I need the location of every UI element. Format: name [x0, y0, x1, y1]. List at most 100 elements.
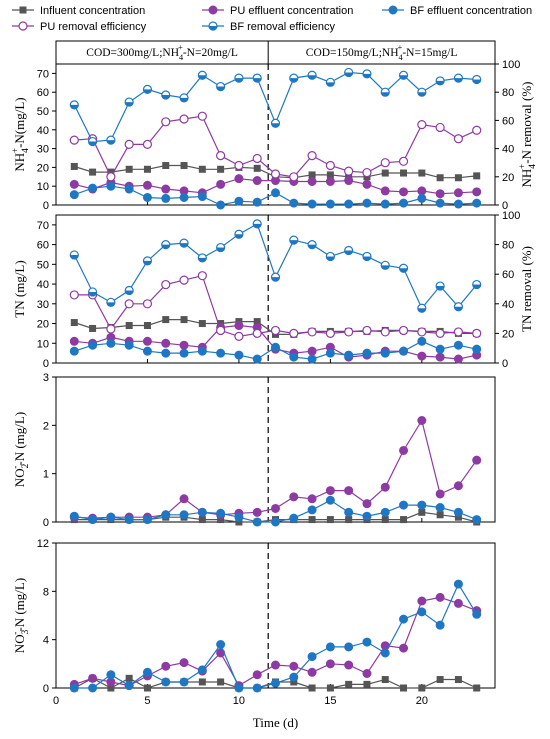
data-point [436, 511, 444, 519]
data-point [344, 199, 354, 209]
data-point [69, 683, 79, 693]
panel-4: 0 4 8 12 0 5 10 15 20 NO3--N (mg/L) [11, 538, 496, 707]
data-point [69, 250, 79, 260]
y-tick-label: 8 [43, 586, 49, 598]
legend-marker [19, 6, 27, 14]
data-point [344, 507, 354, 517]
data-point [380, 260, 390, 270]
legend-label: BF removal efficiency [230, 21, 335, 33]
data-point [453, 134, 464, 144]
data-point [453, 507, 463, 517]
marker-fill [143, 260, 152, 265]
data-point [88, 515, 98, 525]
data-point [325, 199, 335, 209]
data-point [344, 327, 354, 337]
data-point [307, 652, 317, 662]
data-point [161, 184, 171, 194]
data-point [142, 180, 152, 190]
condition-label-phase-1-rest: -N=20mg/L [183, 47, 238, 59]
data-point [270, 169, 281, 179]
data-point [417, 186, 427, 196]
data-point [362, 669, 372, 678]
marker-fill [88, 141, 97, 146]
data-point [418, 684, 426, 692]
data-point [179, 114, 189, 124]
marker-fill [472, 79, 481, 84]
data-point [345, 516, 353, 524]
marker-fill [271, 277, 280, 282]
legend-marker [18, 21, 28, 31]
data-point [399, 500, 409, 510]
data-point [417, 596, 427, 606]
y2-tick-label: 0 [502, 200, 508, 212]
data-point [179, 238, 189, 248]
y2-axis-title-superscript: + [518, 164, 528, 169]
y-tick-label: 70 [37, 68, 49, 80]
data-point [362, 69, 372, 79]
y-axis-title-subscript: 4 [21, 148, 31, 153]
data-point [325, 486, 335, 496]
plot-frame [55, 214, 496, 364]
condition-label-phase-2-subscript: 4 [399, 53, 403, 62]
data-point [107, 684, 115, 692]
data-point [435, 281, 445, 291]
x-tick-label: 20 [416, 695, 428, 707]
data-point [399, 445, 409, 455]
data-point [234, 683, 244, 693]
legend-item: PU removal efficiency [12, 21, 147, 33]
data-point [290, 678, 298, 686]
data-point [216, 508, 226, 518]
data-point [216, 325, 226, 336]
data-point [217, 516, 225, 524]
marker-fill [271, 123, 280, 128]
data-point [326, 516, 334, 524]
condition-label-phase-2: COD=150mg/L;NH4+-N=15mg/L [306, 43, 458, 62]
data-point [307, 354, 317, 364]
data-point [289, 672, 299, 682]
data-point [289, 352, 299, 362]
data-point [197, 70, 207, 80]
y-tick-label: 60 [37, 240, 49, 252]
marker-fill [198, 257, 207, 262]
data-point [179, 93, 189, 103]
condition-label-phase-1-superscript: + [178, 43, 183, 52]
legend-item: Influent concentration [12, 5, 145, 17]
data-point [398, 325, 409, 336]
y2-tick-label: 20 [502, 328, 514, 340]
data-point [307, 151, 317, 161]
data-point [69, 511, 79, 521]
data-point [161, 90, 171, 100]
data-point [270, 325, 281, 336]
y2-axis-title-text: TN removal (%) [519, 246, 534, 332]
y-tick-label: 0 [43, 683, 49, 695]
data-point [344, 166, 354, 176]
data-point [142, 336, 152, 346]
y-tick-label: 20 [37, 319, 49, 331]
data-point [124, 139, 134, 149]
data-point [124, 299, 134, 309]
marker-fill [161, 244, 170, 249]
data-point [380, 648, 390, 658]
data-point [417, 303, 427, 313]
y2-axis-title: TN removal (%) [519, 246, 534, 332]
data-point [143, 165, 151, 173]
data-point [198, 165, 206, 173]
y-axis-title-rest: -N (mg/L) [12, 578, 27, 632]
data-point [252, 73, 262, 83]
data-point [326, 684, 334, 692]
data-point [70, 319, 78, 327]
marker-fill [436, 80, 445, 85]
y2-tick-label: 0 [502, 358, 508, 370]
data-point [271, 660, 280, 670]
data-point [380, 327, 390, 337]
legend-label: Influent concentration [40, 5, 145, 17]
series-bf-removal-efficiency [69, 219, 482, 313]
data-point [179, 677, 189, 687]
data-point [325, 177, 335, 186]
data-point [308, 516, 316, 524]
data-point [142, 192, 152, 202]
y2-tick-label: 100 [502, 59, 520, 71]
data-point [472, 74, 482, 85]
data-point [234, 174, 244, 184]
data-point [380, 199, 390, 209]
